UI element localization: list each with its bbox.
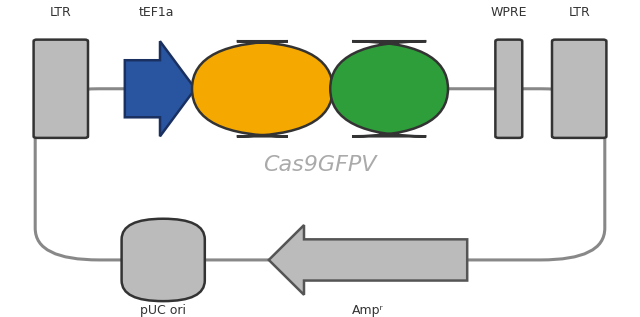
- FancyBboxPatch shape: [34, 40, 88, 138]
- Text: pUC ori: pUC ori: [140, 304, 186, 317]
- Text: tGFP: tGFP: [371, 81, 407, 96]
- Polygon shape: [125, 41, 195, 136]
- Text: WPRE: WPRE: [490, 6, 527, 19]
- Text: Ampʳ: Ampʳ: [352, 304, 384, 317]
- FancyBboxPatch shape: [330, 41, 448, 136]
- Text: LTR: LTR: [50, 6, 72, 19]
- Text: Cas9: Cas9: [244, 81, 281, 96]
- Polygon shape: [269, 225, 467, 295]
- FancyBboxPatch shape: [495, 40, 522, 138]
- FancyBboxPatch shape: [122, 219, 205, 301]
- Text: tEF1a: tEF1a: [139, 6, 175, 19]
- FancyBboxPatch shape: [552, 40, 607, 138]
- FancyBboxPatch shape: [192, 41, 333, 136]
- Text: Cas9GFPV: Cas9GFPV: [263, 155, 377, 175]
- Text: LTR: LTR: [568, 6, 590, 19]
